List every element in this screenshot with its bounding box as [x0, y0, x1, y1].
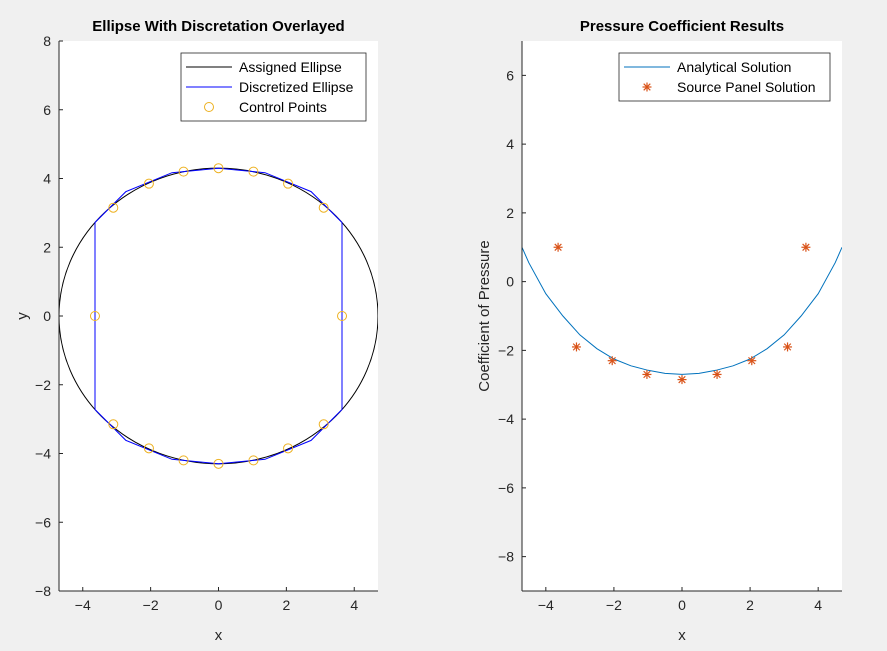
data-point-circle [283, 178, 294, 189]
data-point-star [712, 369, 722, 379]
legend: Assigned Ellipse Discretized Ellipse Contr… [180, 52, 367, 122]
axes-background [522, 41, 842, 591]
x-axis-label: x [215, 627, 223, 644]
data-point-circle [213, 163, 224, 174]
series-line-0 [522, 247, 842, 375]
y-tick-label: 0 [506, 274, 514, 290]
y-tick-label: 0 [43, 308, 51, 324]
y-tick-label: 8 [43, 33, 51, 49]
x-tick-label: 0 [215, 597, 223, 613]
pressure-coefficient-plot: −4 −2 0 2 4 −8 −6 −4 −2 0 2 4 6 Pressure Coefficient … [476, 18, 842, 644]
y-tick-label: −6 [35, 514, 51, 530]
data-point-star [642, 369, 652, 379]
y-tick-label: −8 [35, 583, 51, 599]
y-tick-label: 4 [43, 171, 51, 187]
data-point-circle [178, 455, 189, 466]
y-tick-label: −6 [498, 480, 514, 496]
data-point-circle [108, 202, 119, 213]
data-point-circle [283, 443, 294, 454]
legend-entry: Analytical Solution [624, 59, 791, 75]
legend-label: Discretized Ellipse [239, 79, 354, 95]
y-tick-label: −4 [498, 411, 514, 427]
x-tick-label: −2 [143, 597, 159, 613]
data-point-circle [108, 419, 119, 430]
axes-background [59, 41, 378, 591]
data-point-circle [248, 455, 259, 466]
data-point-circle [143, 443, 154, 454]
x-tick-label: 0 [678, 597, 686, 613]
legend-entry: Source Panel Solution [642, 79, 816, 95]
data-point-circle [89, 311, 100, 321]
data-point-star [571, 342, 581, 352]
y-axis-label: y [14, 312, 31, 320]
y-tick-label: 6 [43, 102, 51, 118]
plot-area [522, 242, 842, 385]
legend-circle-marker [204, 102, 214, 112]
legend-label: Source Panel Solution [677, 79, 816, 95]
x-tick-label: 2 [282, 597, 290, 613]
legend-label: Control Points [239, 99, 327, 115]
legend-entry: Discretized Ellipse [186, 79, 354, 95]
star-stroke [572, 343, 581, 351]
data-point-circle [213, 458, 224, 469]
series-line-1 [94, 167, 343, 465]
data-point-circle [178, 166, 189, 177]
legend-label: Assigned Ellipse [239, 59, 342, 75]
x-tick-label: −4 [538, 597, 554, 613]
star-stroke [608, 356, 616, 365]
chart-title: Pressure Coefficient Results [580, 18, 784, 35]
x-axis-label: x [678, 627, 686, 644]
legend-entry: Control Points [204, 99, 327, 115]
y-tick-label: −2 [35, 377, 51, 393]
star-stroke [643, 370, 651, 379]
ellipse-plot: −4 −2 0 2 4 −8 −6 −4 −2 0 2 4 6 8 Ellipse With Discret… [14, 18, 378, 644]
x-tick-label: 4 [350, 597, 358, 613]
y-tick-label: −8 [498, 549, 514, 565]
star-stroke [554, 243, 562, 251]
data-point-star [553, 242, 563, 252]
star-stroke [713, 370, 721, 379]
data-point-circle [318, 419, 329, 430]
chart-title: Ellipse With Discretation Overlayed [92, 18, 344, 35]
data-point-star [747, 356, 757, 366]
data-point-star [783, 342, 793, 352]
legend-box [618, 52, 831, 102]
legend-entry: Assigned Ellipse [186, 59, 342, 75]
plot-area [59, 163, 378, 469]
legend: Analytical Solution Source Panel Solution [618, 52, 831, 102]
data-point-circle [318, 202, 329, 213]
y-tick-label: 2 [506, 205, 514, 221]
star-stroke [748, 356, 756, 365]
data-point-star [801, 242, 811, 252]
x-tick-label: −2 [606, 597, 622, 613]
star-stroke [783, 343, 792, 351]
y-tick-label: −4 [35, 446, 51, 462]
data-point-circle [143, 178, 154, 189]
data-point-star [677, 375, 687, 385]
legend-star-marker [643, 83, 651, 91]
y-tick-label: 2 [43, 239, 51, 255]
data-point-star [607, 356, 617, 366]
legend-label: Analytical Solution [677, 59, 791, 75]
data-point-circle [337, 311, 348, 321]
y-tick-label: 4 [506, 136, 514, 152]
x-tick-label: 4 [814, 597, 822, 613]
y-tick-label: −2 [498, 342, 514, 358]
star-stroke [678, 375, 686, 384]
y-axis-label: Coefficient of Pressure [476, 240, 493, 391]
star-stroke [802, 243, 810, 251]
x-tick-label: −4 [75, 597, 91, 613]
data-point-circle [248, 166, 259, 177]
x-tick-label: 2 [746, 597, 754, 613]
y-tick-label: 6 [506, 67, 514, 83]
